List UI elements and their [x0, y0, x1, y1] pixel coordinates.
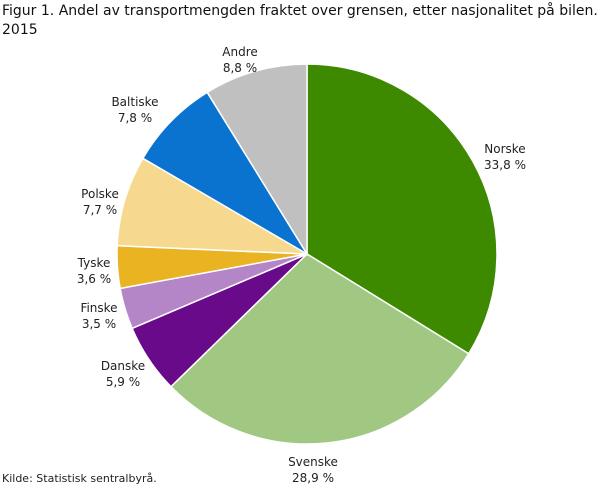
slice-value: 7,7 % [82, 203, 118, 217]
slice-label-tyske: Tyske 3,6 % [77, 255, 111, 287]
slice-name: Polske [81, 187, 119, 201]
pie-slice-norske [306, 63, 498, 355]
chart-title: Figur 1. Andel av transportmengden frakt… [2, 2, 607, 40]
pie-slice-andre [206, 63, 308, 257]
slice-value: 7,8 % [117, 111, 153, 125]
slice-label-svenske: Svenske 28,9 % [288, 454, 338, 486]
slice-label-andre: Andre 8,8 % [222, 44, 257, 76]
slice-name: Andre [222, 45, 258, 59]
slice-name: Baltiske [111, 95, 159, 109]
slice-label-finske: Finske 3,5 % [80, 300, 117, 332]
slice-value: 3,6 % [76, 272, 112, 286]
slice-label-norske: Norske 33,8 % [484, 141, 526, 173]
pie-slice-svenske [169, 253, 470, 445]
source-note: Kilde: Statistisk sentralbyrå. [2, 472, 157, 485]
slice-label-danske: Danske 5,9 % [101, 358, 145, 390]
slice-name: Norske [484, 142, 526, 156]
chart-title-line2: 2015 [2, 22, 38, 38]
pie-slice-baltiske [141, 91, 308, 255]
slice-value: 3,5 % [81, 317, 117, 331]
slice-value: 33,8 % [484, 158, 526, 172]
slice-value: 28,9 % [292, 471, 334, 485]
slice-name: Finske [80, 301, 118, 315]
slice-value: 5,9 % [105, 375, 141, 389]
slice-name: Tyske [77, 256, 111, 270]
slice-label-baltiske: Baltiske 7,8 % [111, 94, 158, 126]
slice-label-polske: Polske 7,7 % [81, 186, 119, 218]
slice-name: Danske [100, 359, 146, 373]
slice-name: Svenske [288, 455, 338, 469]
slice-value: 8,8 % [222, 61, 258, 75]
chart-title-line1: Figur 1. Andel av transportmengden frakt… [2, 3, 598, 19]
pie-slice-polske [116, 157, 308, 255]
